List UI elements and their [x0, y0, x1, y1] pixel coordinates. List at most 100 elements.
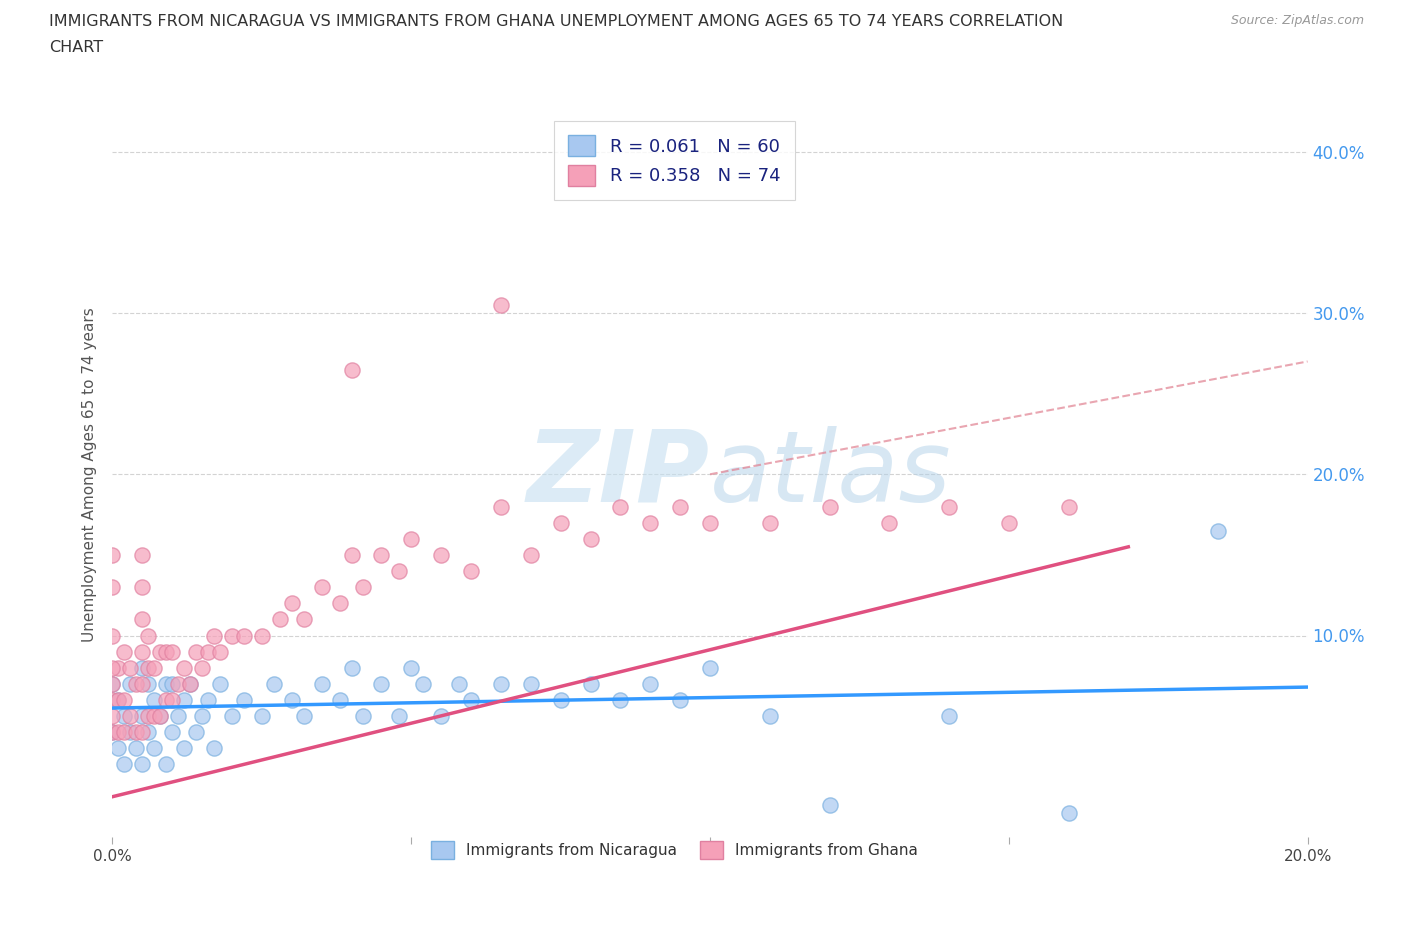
Point [191, 709, 214, 724]
Point [120, 724, 142, 739]
Point [353, 709, 375, 724]
Point [281, 596, 304, 611]
Point [179, 676, 201, 691]
Point [221, 709, 243, 724]
Point [143, 741, 166, 756]
Point [162, 724, 183, 739]
Point [250, 709, 273, 724]
Point [401, 531, 423, 546]
Point [759, 709, 782, 724]
Point [101, 628, 124, 643]
Point [311, 579, 333, 594]
Point [138, 628, 160, 643]
Point [173, 741, 195, 756]
Point [292, 709, 315, 724]
Point [209, 644, 232, 659]
Point [579, 531, 602, 546]
Point [460, 693, 482, 708]
Point [1057, 805, 1080, 820]
Point [460, 564, 482, 578]
Point [125, 676, 148, 691]
Point [131, 548, 153, 563]
Point [550, 693, 572, 708]
Point [101, 724, 124, 739]
Point [162, 676, 183, 691]
Point [329, 693, 352, 708]
Point [107, 693, 129, 708]
Point [489, 298, 512, 312]
Point [340, 548, 363, 563]
Point [1057, 499, 1080, 514]
Point [155, 644, 177, 659]
Point [107, 660, 129, 675]
Legend: Immigrants from Nicaragua, Immigrants from Ghana: Immigrants from Nicaragua, Immigrants fr… [420, 830, 928, 870]
Text: IMMIGRANTS FROM NICARAGUA VS IMMIGRANTS FROM GHANA UNEMPLOYMENT AMONG AGES 65 TO: IMMIGRANTS FROM NICARAGUA VS IMMIGRANTS … [49, 14, 1063, 29]
Point [131, 709, 153, 724]
Point [155, 757, 177, 772]
Point [138, 724, 160, 739]
Point [197, 693, 219, 708]
Point [191, 660, 214, 675]
Point [131, 644, 153, 659]
Point [138, 709, 160, 724]
Point [114, 724, 135, 739]
Point [353, 579, 375, 594]
Point [388, 564, 411, 578]
Point [699, 515, 721, 530]
Point [131, 724, 153, 739]
Point [640, 676, 662, 691]
Point [370, 676, 392, 691]
Point [131, 579, 153, 594]
Point [489, 676, 512, 691]
Point [818, 499, 841, 514]
Point [101, 676, 124, 691]
Point [669, 499, 692, 514]
Point [669, 693, 692, 708]
Point [101, 693, 124, 708]
Point [114, 644, 135, 659]
Point [609, 499, 631, 514]
Point [292, 612, 315, 627]
Point [520, 676, 543, 691]
Point [107, 724, 129, 739]
Point [938, 709, 960, 724]
Point [281, 693, 304, 708]
Point [114, 757, 135, 772]
Point [449, 676, 471, 691]
Point [131, 612, 153, 627]
Point [938, 499, 960, 514]
Point [101, 579, 124, 594]
Point [401, 660, 423, 675]
Point [489, 499, 512, 514]
Point [143, 660, 166, 675]
Point [101, 724, 124, 739]
Point [131, 676, 153, 691]
Text: Source: ZipAtlas.com: Source: ZipAtlas.com [1230, 14, 1364, 27]
Point [233, 693, 256, 708]
Point [167, 709, 190, 724]
Point [520, 548, 543, 563]
Point [197, 644, 219, 659]
Point [609, 693, 631, 708]
Point [202, 628, 225, 643]
Point [138, 660, 160, 675]
Point [179, 676, 201, 691]
Point [125, 741, 148, 756]
Point [1206, 524, 1229, 538]
Point [311, 676, 333, 691]
Point [162, 644, 183, 659]
Point [155, 676, 177, 691]
Point [186, 644, 208, 659]
Point [329, 596, 352, 611]
Point [131, 660, 153, 675]
Point [550, 515, 572, 530]
Point [640, 515, 662, 530]
Point [430, 709, 453, 724]
Point [125, 724, 148, 739]
Point [101, 660, 124, 675]
Point [250, 628, 273, 643]
Point [388, 709, 411, 724]
Point [430, 548, 453, 563]
Point [143, 709, 166, 724]
Point [579, 676, 602, 691]
